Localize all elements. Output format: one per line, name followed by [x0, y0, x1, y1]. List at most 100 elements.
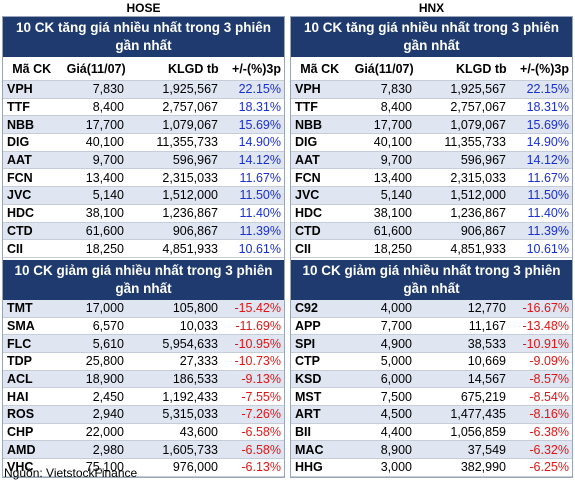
table-row: CTD 61,600 906,867 11.39% [291, 222, 572, 241]
col-volume: KLGD tb [455, 61, 507, 76]
price: 4,000 [349, 299, 415, 318]
table-row: TMT 17,000 105,800 -15.42% [3, 299, 284, 318]
change-percent: 11.40% [221, 204, 284, 223]
table-row: ART 4,500 1,477,435 -8.16% [291, 405, 572, 424]
price: 7,700 [349, 317, 415, 336]
volume: 186,533 [127, 370, 221, 389]
hnx-up-table: VPH 7,830 1,925,567 22.15% TTF 8,400 2,757,067… [291, 81, 572, 258]
change-percent: -10.73% [221, 352, 284, 371]
stock-code: KSD [291, 370, 349, 389]
stock-code: CTD [291, 222, 349, 241]
volume: 38,533 [415, 334, 509, 353]
table-row: NBB 17,700 1,079,067 15.69% [3, 115, 284, 135]
table-row: KSD 6,000 14,567 -8.57% [291, 370, 572, 389]
table-row: VHC 75,100 976,000 -6.13% [3, 458, 284, 477]
stock-code: HDC [291, 204, 349, 223]
price: 5,140 [61, 186, 127, 205]
table-row: BII 4,400 1,056,859 -6.38% [291, 423, 572, 442]
price: 22,000 [61, 423, 127, 442]
table-row: CII 18,250 4,851,933 10.61% [291, 239, 572, 258]
col-change: +/-(%)3p [520, 61, 569, 76]
table-row: SPI 4,900 38,533 -10.91% [291, 334, 572, 353]
change-percent: 22.15% [221, 81, 284, 99]
stock-code: NBB [3, 115, 61, 135]
stock-code: TTF [3, 98, 61, 117]
col-price: Giá(11/07) [66, 61, 126, 76]
price: 13,400 [349, 168, 415, 188]
volume: 37,549 [415, 440, 509, 460]
change-percent: 11.39% [509, 222, 572, 241]
volume: 5,954,633 [127, 334, 221, 353]
stock-code: DIG [3, 133, 61, 152]
volume: 12,770 [415, 299, 509, 318]
stock-code: HDC [3, 204, 61, 223]
price: 2,940 [61, 405, 127, 424]
volume: 105,800 [127, 299, 221, 318]
price: 3,000 [349, 458, 415, 477]
stock-code: HAI [3, 387, 61, 406]
table-row: VPH 7,830 1,925,567 22.15% [3, 81, 284, 99]
change-percent: -7.26% [221, 405, 284, 424]
change-percent: -13.48% [509, 317, 572, 336]
table-row: NBB 17,700 1,079,067 15.69% [291, 115, 572, 135]
stock-code: TMT [3, 299, 61, 318]
volume: 27,333 [127, 352, 221, 371]
table-row: MAC 8,900 37,549 -6.32% [291, 440, 572, 460]
volume: 1,236,867 [415, 204, 509, 223]
volume: 1,512,000 [127, 186, 221, 205]
change-percent: 11.67% [509, 168, 572, 188]
volume: 11,167 [415, 317, 509, 336]
price: 9,700 [61, 151, 127, 170]
change-percent: -10.95% [221, 334, 284, 353]
table-row: VPH 7,830 1,925,567 22.15% [291, 81, 572, 99]
change-percent: -6.58% [221, 423, 284, 442]
price: 5,000 [349, 352, 415, 371]
table-row: AAT 9,700 596,967 14.12% [3, 151, 284, 170]
stock-code: ART [291, 405, 349, 424]
table-row: MST 7,500 675,219 -8.54% [291, 387, 572, 406]
change-percent: -9.09% [509, 352, 572, 371]
stock-code: VPH [3, 81, 61, 99]
stock-code: APP [291, 317, 349, 336]
table-row: TTF 8,400 2,757,067 18.31% [3, 98, 284, 117]
hnx-panel: 10 CK tăng giá nhiều nhất trong 3 phiên … [290, 16, 573, 478]
volume: 10,033 [127, 317, 221, 336]
price: 17,000 [61, 299, 127, 318]
stock-code: SPI [291, 334, 349, 353]
stock-code: JVC [3, 186, 61, 205]
table-row: HDC 38,100 1,236,867 11.40% [3, 204, 284, 223]
table-row: AAT 9,700 596,967 14.12% [291, 151, 572, 170]
volume: 1,079,067 [415, 115, 509, 135]
table-row: FCN 13,400 2,315,033 11.67% [3, 168, 284, 188]
table-row: CHP 22,000 43,600 -6.58% [3, 423, 284, 442]
stock-code: CHP [3, 423, 61, 442]
hnx-down-title: 10 CK giảm giá nhiều nhất trong 3 phiên … [291, 259, 572, 300]
volume: 596,967 [127, 151, 221, 170]
price: 4,400 [349, 423, 415, 442]
table-row: CTP 5,000 10,669 -9.09% [291, 352, 572, 371]
volume: 10,669 [415, 352, 509, 371]
price: 4,500 [349, 405, 415, 424]
price: 61,600 [61, 222, 127, 241]
table-row: FCN 13,400 2,315,033 11.67% [291, 168, 572, 188]
change-percent: -8.54% [509, 387, 572, 406]
stock-code: AAT [291, 151, 349, 170]
price: 13,400 [61, 168, 127, 188]
stock-code: CII [3, 239, 61, 258]
change-percent: -6.38% [509, 423, 572, 442]
price: 40,100 [61, 133, 127, 152]
volume: 2,315,033 [415, 168, 509, 188]
change-percent: -6.25% [509, 458, 572, 477]
price: 2,450 [61, 387, 127, 406]
change-percent: -11.69% [221, 317, 284, 336]
change-percent: -6.13% [221, 458, 284, 477]
stock-code: TTF [291, 98, 349, 117]
stock-code: AMD [3, 440, 61, 460]
volume: 4,851,933 [415, 239, 509, 258]
volume: 1,925,567 [415, 81, 509, 99]
change-percent: -8.57% [509, 370, 572, 389]
volume: 906,867 [415, 222, 509, 241]
stock-code: FLC [3, 334, 61, 353]
stock-code: NBB [291, 115, 349, 135]
table-row: JVC 5,140 1,512,000 11.50% [291, 186, 572, 205]
